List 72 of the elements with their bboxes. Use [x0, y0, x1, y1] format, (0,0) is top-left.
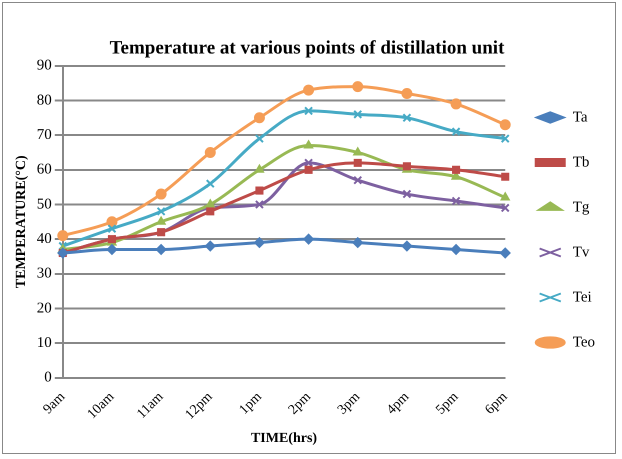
point	[255, 186, 264, 195]
y-tick-label: 20	[36, 300, 52, 316]
x-tick-label: 5pm	[433, 389, 462, 418]
y-tick-label: 0	[44, 370, 52, 386]
point	[401, 240, 412, 252]
point	[205, 198, 216, 208]
point	[352, 237, 364, 248]
point	[352, 81, 364, 92]
point	[254, 237, 265, 248]
point	[156, 216, 166, 225]
point	[57, 230, 68, 242]
y-tick-label: 90	[36, 58, 52, 74]
point	[206, 207, 214, 216]
point	[156, 188, 167, 200]
legend-label: Tv	[572, 244, 590, 260]
point	[204, 146, 216, 158]
legend-label: Tb	[572, 154, 590, 170]
point	[106, 216, 118, 228]
x-tick-label: 3pm	[334, 389, 364, 418]
point	[304, 140, 314, 149]
x-tick-label: 9am	[40, 389, 68, 418]
y-tick-label: 50	[36, 196, 52, 212]
point	[450, 244, 462, 256]
point	[156, 206, 166, 216]
point	[304, 106, 314, 116]
point	[156, 244, 167, 256]
x-tick-label: 6pm	[482, 389, 511, 418]
point	[254, 200, 264, 209]
point	[452, 127, 461, 136]
y-tick-label: 80	[36, 92, 52, 108]
x-tick-label: 4pm	[384, 389, 412, 418]
point	[106, 244, 118, 256]
legend-label: Ta	[572, 109, 588, 126]
point	[353, 176, 362, 185]
point	[254, 134, 264, 144]
point	[401, 88, 412, 100]
x-axis-title: TIME(hrs)	[250, 431, 318, 446]
y-tick-label: 10	[36, 335, 52, 352]
legend-label: Tei	[572, 289, 592, 306]
point	[254, 112, 265, 124]
point	[402, 113, 412, 122]
legend-label: Teo	[572, 334, 596, 350]
point	[500, 134, 510, 144]
y-axis-title: TEMPERATURE(°C)	[14, 155, 30, 288]
point	[500, 119, 511, 130]
point	[303, 234, 314, 245]
point	[501, 172, 510, 181]
point	[450, 98, 462, 110]
point	[500, 192, 510, 201]
point	[204, 240, 216, 252]
point	[303, 84, 314, 96]
point	[352, 146, 363, 156]
x-tick-label: 1pm	[236, 389, 265, 418]
point	[402, 190, 412, 199]
point	[206, 179, 215, 188]
point	[304, 166, 313, 174]
chart-title: Temperature at various points of distillation unit	[110, 37, 506, 58]
point	[452, 166, 460, 174]
point	[500, 247, 511, 258]
point	[500, 203, 510, 212]
point	[354, 158, 362, 167]
y-tick-label: 60	[36, 162, 52, 178]
point	[402, 162, 411, 170]
y-tick-label: 70	[36, 127, 52, 144]
x-tick-label: 2pm	[286, 389, 314, 418]
point	[254, 164, 264, 173]
y-tick-label: 40	[36, 231, 52, 248]
point	[452, 196, 461, 206]
legend-label: Tg	[572, 199, 590, 216]
point	[353, 110, 362, 119]
point	[107, 224, 116, 234]
y-tick-label: 30	[36, 266, 52, 282]
